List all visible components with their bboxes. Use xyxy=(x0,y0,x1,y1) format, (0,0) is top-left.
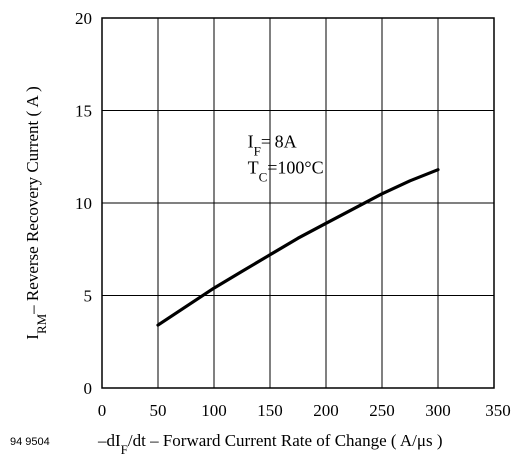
plot-area-frame xyxy=(101,17,495,389)
x-tick-label: 50 xyxy=(150,401,167,420)
figure-id: 94 9504 xyxy=(10,436,50,448)
y-tick-label: 0 xyxy=(84,379,93,398)
x-tick-label: 150 xyxy=(257,401,283,420)
x-tick-label: 350 xyxy=(485,401,511,420)
y-tick-label: 10 xyxy=(75,194,92,213)
x-tick-label: 250 xyxy=(369,401,395,420)
tick-labels: 0 50 100 150 200 250 300 350 0 5 10 15 20 xyxy=(75,9,511,420)
y-axis-label: IRM– Reverse Recovery Current ( A ) xyxy=(23,86,49,339)
x-axis-label: –dIF/dt – Forward Current Rate of Change… xyxy=(97,431,443,457)
y-tick-label: 15 xyxy=(75,102,92,121)
condition-annotation: IF= 8A xyxy=(248,132,297,159)
x-tick-label: 100 xyxy=(201,401,227,420)
grid-lines xyxy=(102,18,494,388)
y-tick-label: 5 xyxy=(84,287,93,306)
series-line xyxy=(156,168,440,327)
condition-annotation: TC=100°C xyxy=(248,157,324,184)
x-tick-label: 300 xyxy=(425,401,451,420)
x-tick-label: 0 xyxy=(98,401,107,420)
series-layer xyxy=(156,168,440,327)
x-tick-label: 200 xyxy=(313,401,339,420)
y-tick-label: 20 xyxy=(75,9,92,28)
